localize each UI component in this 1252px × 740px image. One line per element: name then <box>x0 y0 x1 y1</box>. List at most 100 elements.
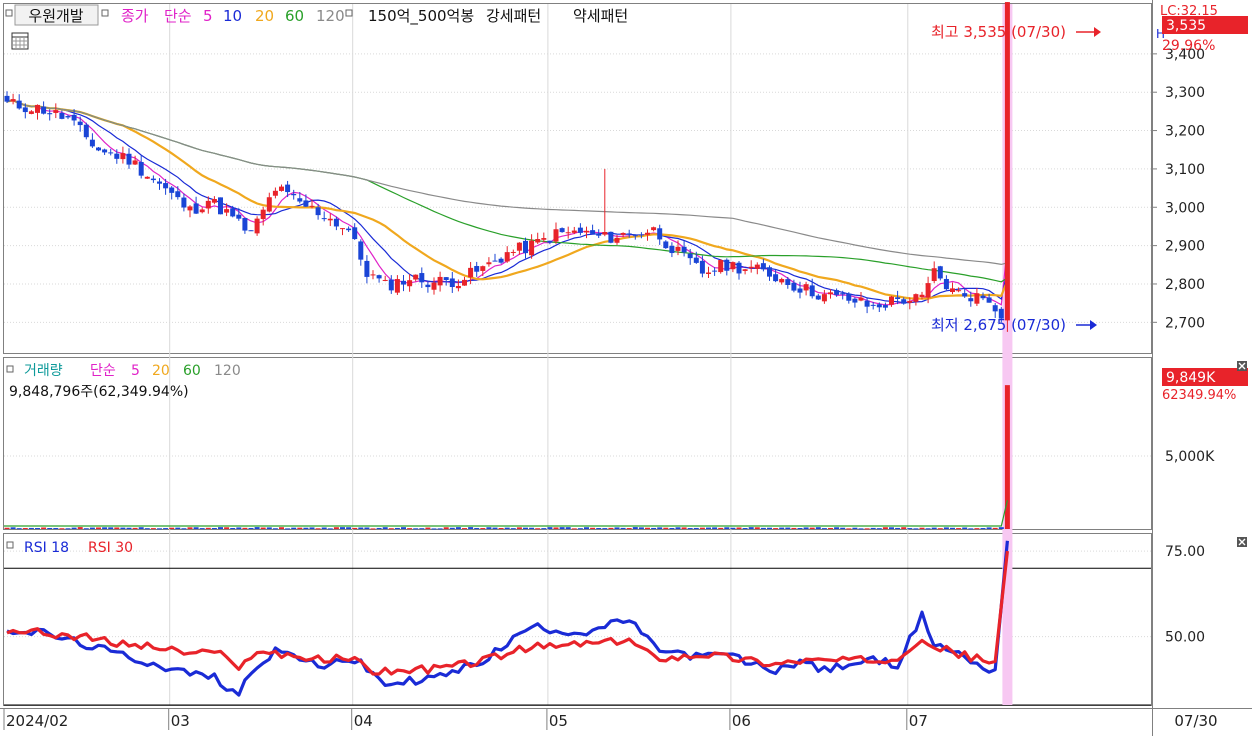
stock-name-button[interactable] <box>14 4 99 26</box>
volume-bar <box>925 528 931 530</box>
candle-down <box>41 106 47 114</box>
candle-down <box>193 203 199 214</box>
low-annotation: 최저 2,675 (07/30) <box>931 316 1066 334</box>
candle-down <box>846 293 852 301</box>
candle-down <box>785 279 791 285</box>
volume-bar <box>455 527 461 529</box>
volume-bar <box>272 528 278 530</box>
volume-bar <box>10 527 16 529</box>
candle-down <box>16 100 22 109</box>
volume-bar <box>980 528 986 530</box>
volume-bar <box>529 527 535 529</box>
volume-close-icon[interactable] <box>1237 361 1247 371</box>
volume-info: 9,848,796주(62,349.94%) <box>9 384 189 400</box>
volume-bar <box>364 527 370 529</box>
volume-bar <box>693 527 699 529</box>
volume-bar <box>828 527 833 529</box>
volume-bar <box>498 527 504 529</box>
volume-bar <box>187 527 193 529</box>
candle-down <box>59 112 65 119</box>
candle-down <box>901 299 907 304</box>
volume-bar <box>236 527 242 529</box>
legend-box-icon <box>345 9 353 17</box>
candle-up <box>974 293 980 304</box>
volume-bar <box>785 527 791 529</box>
candle-up <box>28 111 34 114</box>
rsi-close-icon[interactable] <box>1237 537 1247 547</box>
volume-bar <box>742 528 748 530</box>
volume-bar <box>218 527 223 529</box>
candle-down <box>126 153 132 165</box>
candle-up <box>132 160 138 165</box>
candle-down <box>590 230 596 234</box>
candle-down <box>89 139 95 147</box>
candle-down <box>724 259 730 271</box>
candle-down <box>840 293 846 295</box>
rsi30-line <box>6 550 1009 676</box>
volume-bar <box>468 527 474 529</box>
candle-up <box>907 300 913 303</box>
candle-up <box>279 186 284 191</box>
volume-bar <box>834 527 840 529</box>
volume-bar <box>724 527 730 529</box>
volume-bar <box>620 527 626 529</box>
volume-bar <box>645 527 650 529</box>
candle-down <box>852 298 858 303</box>
ma10-line <box>6 99 1008 304</box>
candle-down <box>815 295 821 300</box>
candle-down <box>699 260 705 274</box>
candle-up <box>730 262 736 270</box>
volume-bar <box>382 527 388 529</box>
volume-bar <box>510 528 516 530</box>
volume-bar <box>803 527 809 529</box>
volume-title: 거래량 <box>24 363 63 379</box>
volume-bar <box>4 527 10 529</box>
candle-up <box>309 205 315 207</box>
pattern-label: 150억_500억봉 <box>368 7 474 26</box>
volume-bar <box>77 527 83 529</box>
candle-down <box>218 197 223 215</box>
volume-bar <box>767 527 772 529</box>
volume-bar <box>102 527 108 529</box>
volume-bar <box>315 528 321 530</box>
volume-bar <box>71 527 77 529</box>
volume-bar <box>285 528 291 530</box>
calendar-icon[interactable] <box>11 32 29 50</box>
legend-ma10: 10 <box>223 7 242 25</box>
volume-panel-frame <box>3 357 1152 530</box>
x-axis-label: 05 <box>549 712 568 730</box>
candle-up <box>413 274 419 280</box>
volume-bar <box>431 528 437 530</box>
y-tick-labels: 3,400 3,300 3,200 3,100 3,000 2,900 2,800 2,700… <box>1152 47 1215 646</box>
volume-bar <box>547 527 553 529</box>
candle-down <box>291 193 297 196</box>
candle-down <box>96 147 101 151</box>
volume-bar <box>224 527 230 529</box>
price-y-tick-label: 2,900 <box>1165 239 1205 255</box>
volume-bar <box>144 528 150 530</box>
candle-up <box>486 262 492 265</box>
volume-bar <box>138 527 144 529</box>
candle-up <box>742 269 748 271</box>
legend-ma5: 5 <box>203 7 213 25</box>
candle-down <box>181 197 187 208</box>
stock-name[interactable]: 우원개발 <box>28 7 83 25</box>
volume-bar <box>309 527 315 529</box>
volume-bar <box>846 528 852 530</box>
candle-down <box>230 208 236 217</box>
candle-down <box>943 278 949 290</box>
candle-down <box>401 280 406 285</box>
candle-down <box>657 228 663 240</box>
volume-bar <box>401 527 406 529</box>
volume-bar <box>889 527 894 529</box>
volume-bar <box>858 528 864 530</box>
volume-bar <box>956 528 962 530</box>
volume-bar <box>388 528 394 530</box>
volume-bar <box>169 527 175 529</box>
candle-down <box>791 282 797 291</box>
candle-down <box>169 187 175 193</box>
volume-bar <box>181 528 187 530</box>
candle-down <box>163 183 169 189</box>
candle-down <box>419 273 425 283</box>
